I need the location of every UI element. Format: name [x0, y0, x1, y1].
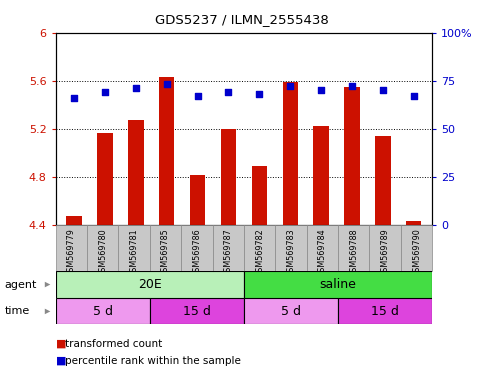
Bar — [118, 225, 150, 271]
Point — [410, 93, 418, 99]
Text: GDS5237 / ILMN_2555438: GDS5237 / ILMN_2555438 — [155, 13, 328, 26]
Bar — [313, 126, 329, 225]
Bar — [159, 77, 174, 225]
Text: ■: ■ — [56, 356, 66, 366]
Text: 5 d: 5 d — [93, 305, 113, 318]
Point — [101, 89, 109, 95]
Bar — [87, 225, 118, 271]
Bar — [369, 225, 401, 271]
Text: GSM569780: GSM569780 — [98, 228, 107, 277]
Point — [194, 93, 201, 99]
Bar — [190, 175, 205, 225]
Bar — [344, 87, 360, 225]
Bar — [97, 134, 113, 225]
Text: 20E: 20E — [138, 278, 162, 291]
Point — [348, 83, 356, 89]
Text: time: time — [5, 306, 30, 316]
Bar — [401, 225, 432, 271]
Bar — [56, 225, 87, 271]
Bar — [283, 82, 298, 225]
Bar — [221, 129, 236, 225]
Text: transformed count: transformed count — [65, 339, 162, 349]
Point — [256, 91, 263, 97]
Bar — [252, 166, 267, 225]
Bar — [213, 225, 244, 271]
Bar — [66, 216, 82, 225]
Point — [225, 89, 232, 95]
Bar — [244, 225, 275, 271]
Text: saline: saline — [320, 278, 356, 291]
Bar — [338, 298, 432, 324]
Bar — [150, 298, 244, 324]
Bar — [128, 120, 143, 225]
Bar — [56, 298, 150, 324]
Point — [132, 85, 140, 91]
Bar — [406, 221, 422, 225]
Text: GSM569782: GSM569782 — [255, 228, 264, 277]
Bar — [56, 271, 244, 298]
Text: GSM569779: GSM569779 — [67, 228, 76, 277]
Point — [163, 81, 170, 88]
Point — [286, 83, 294, 89]
Point — [70, 95, 78, 101]
Bar — [181, 225, 213, 271]
Bar — [307, 225, 338, 271]
Text: GSM569781: GSM569781 — [129, 228, 139, 277]
Bar — [275, 225, 307, 271]
Text: ■: ■ — [56, 339, 66, 349]
Text: agent: agent — [5, 280, 37, 290]
Text: GSM569787: GSM569787 — [224, 228, 233, 277]
Text: GSM569784: GSM569784 — [318, 228, 327, 277]
Text: 5 d: 5 d — [281, 305, 301, 318]
Text: GSM569785: GSM569785 — [161, 228, 170, 277]
Bar — [150, 225, 181, 271]
Text: GSM569786: GSM569786 — [192, 228, 201, 277]
Text: 15 d: 15 d — [183, 305, 211, 318]
Point — [317, 87, 325, 93]
Point — [379, 87, 387, 93]
Text: 15 d: 15 d — [371, 305, 399, 318]
Bar — [375, 136, 391, 225]
Text: GSM569788: GSM569788 — [349, 228, 358, 277]
Text: percentile rank within the sample: percentile rank within the sample — [65, 356, 241, 366]
Bar — [244, 298, 338, 324]
Bar — [338, 225, 369, 271]
Text: GSM569789: GSM569789 — [381, 228, 390, 277]
Text: GSM569783: GSM569783 — [286, 228, 296, 277]
Text: GSM569790: GSM569790 — [412, 228, 421, 277]
Bar — [244, 271, 432, 298]
